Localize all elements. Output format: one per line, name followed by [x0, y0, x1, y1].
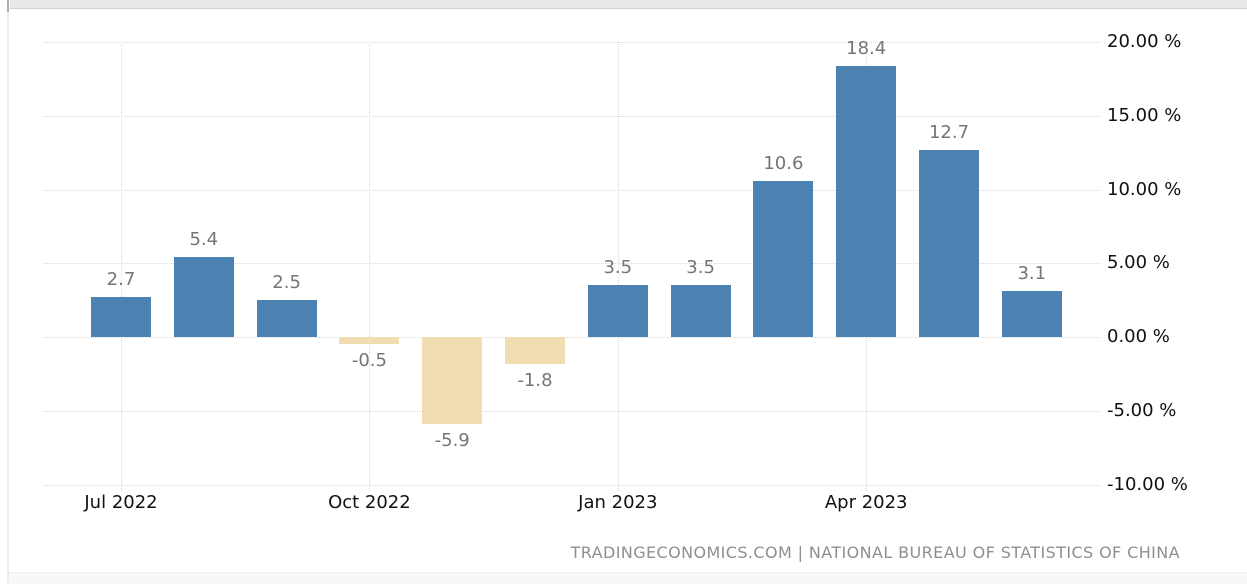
y-axis-tick-label: 15.00 % [1107, 104, 1182, 126]
bar-value-label: 12.7 [928, 121, 970, 143]
bar-value-label: 3.5 [686, 257, 715, 279]
attribution-link[interactable]: TRADINGECONOMICS.COM | NATIONAL BUREAU O… [570, 543, 1180, 562]
bar[interactable] [339, 337, 400, 345]
bar[interactable] [505, 337, 565, 364]
bar-value-label: -0.5 [351, 350, 387, 372]
bar[interactable] [753, 180, 814, 337]
x-axis-tick-label: Oct 2022 [328, 492, 411, 513]
bar[interactable] [422, 337, 483, 425]
bottom-strip [9, 572, 1247, 584]
gridline-vertical [121, 42, 122, 491]
bar[interactable] [670, 285, 731, 337]
y-axis-tick-label: -10.00 % [1107, 473, 1188, 495]
frame-border-cap [7, 0, 9, 12]
bar[interactable] [173, 257, 234, 337]
y-axis-tick-label: -5.00 % [1107, 399, 1177, 421]
x-axis-tick-label: Jul 2022 [84, 492, 158, 513]
bar[interactable] [919, 149, 979, 337]
y-axis-tick-label: 10.00 % [1107, 178, 1182, 200]
gridline-horizontal [43, 263, 1100, 265]
bar-value-label: 3.1 [1017, 263, 1047, 285]
gridline-vertical [369, 42, 371, 491]
bar[interactable] [587, 285, 648, 337]
bar-value-label: 18.4 [846, 37, 887, 59]
y-axis-tick-label: 5.00 % [1107, 252, 1170, 274]
bar-value-label: 10.6 [763, 152, 804, 174]
gridline-horizontal [43, 410, 1100, 412]
bar-value-label: -1.8 [517, 369, 553, 391]
y-axis-tick-label: 0.00 % [1107, 326, 1170, 347]
gridline-horizontal [43, 189, 1100, 191]
bar-value-label: 5.4 [189, 229, 219, 251]
bar-value-label: 2.5 [272, 272, 301, 294]
bar[interactable] [256, 300, 317, 337]
bar-value-label: -5.9 [434, 430, 470, 452]
bar[interactable] [91, 297, 151, 337]
x-axis-tick-label: Apr 2023 [824, 492, 908, 513]
x-axis-tick-label: Jan 2023 [578, 492, 658, 513]
gridline-horizontal [43, 337, 1100, 338]
bar[interactable] [1001, 291, 1062, 337]
y-axis-tick-label: 20.00 % [1107, 31, 1182, 52]
bar-value-label: 2.7 [106, 269, 136, 291]
frame-border [7, 0, 9, 583]
gridline-horizontal [43, 42, 1100, 43]
horizontal-scrollbar[interactable] [10, 0, 1247, 9]
gridline-horizontal [43, 115, 1100, 117]
bar[interactable] [836, 65, 897, 337]
gridline-horizontal [43, 484, 1100, 486]
gridline-vertical [617, 42, 619, 491]
bar-value-label: 3.5 [603, 257, 633, 279]
